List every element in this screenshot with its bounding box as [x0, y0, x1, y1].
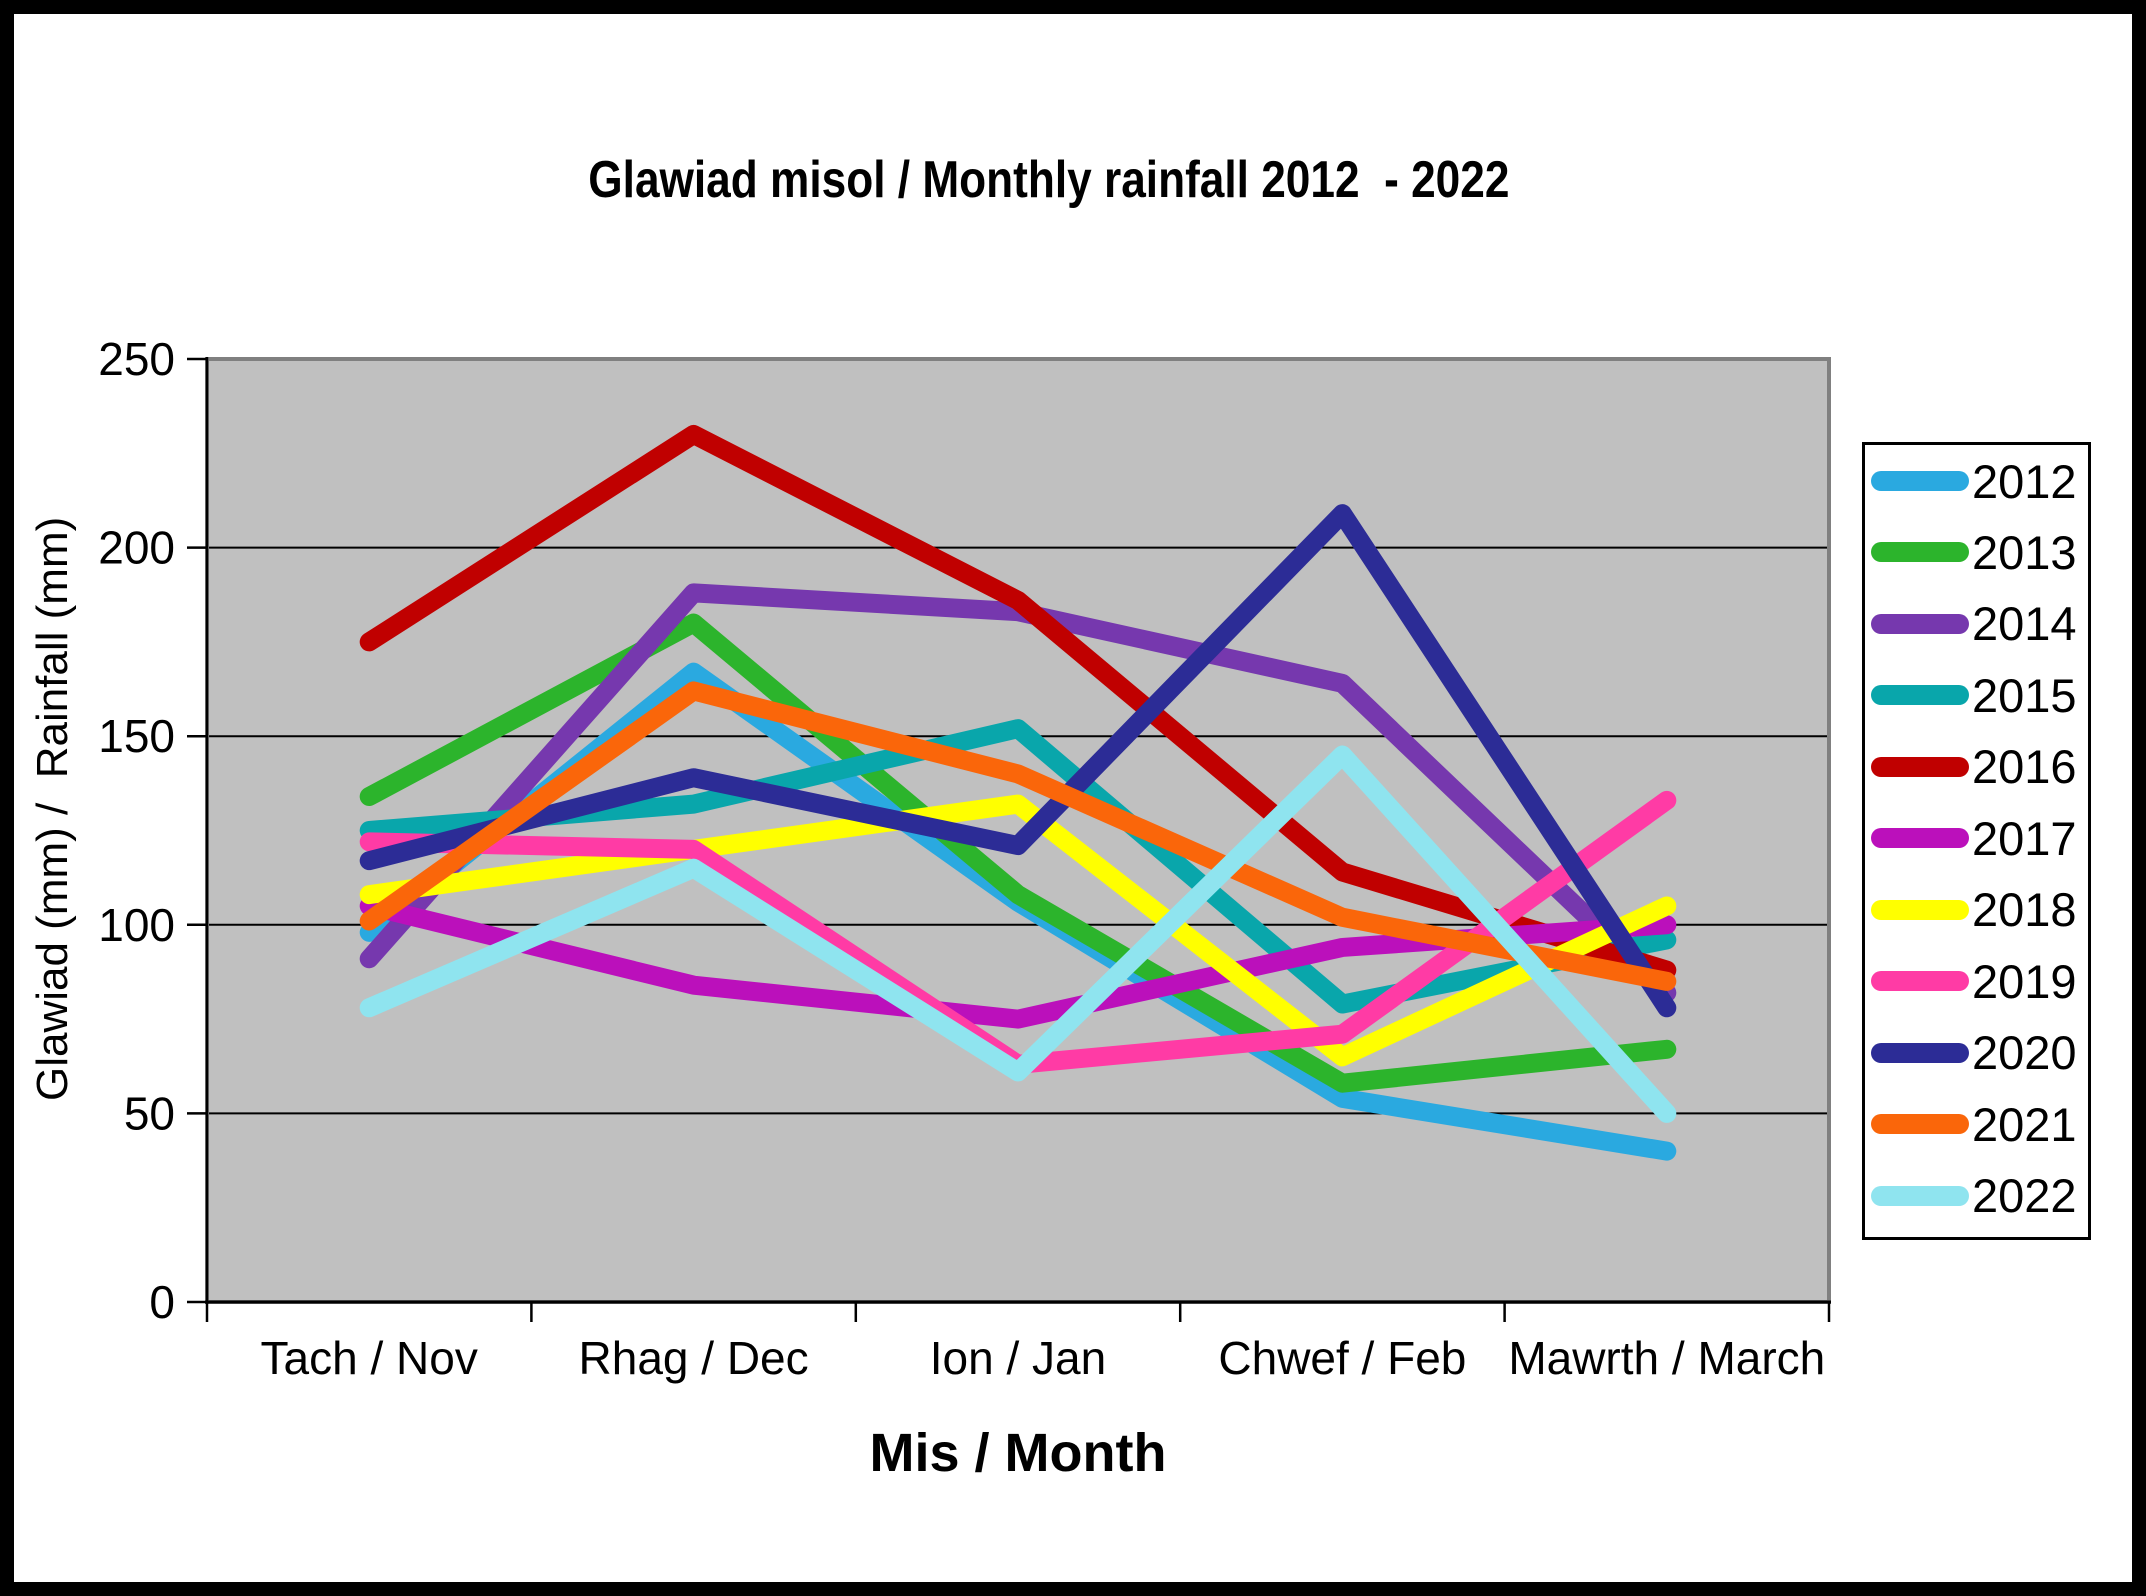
legend-swatch-2018: [1871, 899, 1969, 920]
y-axis-title: Glawiad (mm) / Rainfall (mm): [28, 516, 77, 1102]
y-tick-label-150: 150: [98, 710, 175, 762]
legend-item-2012: 2012: [1871, 449, 2077, 513]
legend-label-2018: 2018: [1972, 883, 2077, 937]
legend-item-2018: 2018: [1871, 878, 2077, 942]
x-axis-title: Mis / Month: [869, 1423, 1167, 1483]
legend-swatch-2013: [1871, 542, 1969, 563]
y-tick-label-250: 250: [98, 333, 175, 385]
legend-item-2017: 2017: [1871, 806, 2077, 870]
legend-item-2019: 2019: [1871, 949, 2077, 1013]
chart-title: Glawiad misol / Monthly rainfall 2012 - …: [588, 151, 1510, 209]
legend-swatch-2017: [1871, 828, 1969, 849]
x-tick-label-0: Tach / Nov: [261, 1332, 478, 1384]
rainfall-line-chart: 0 50 100 150 200 250 Tach / Nov Rhag / Dec Ion /…: [98, 333, 1831, 1384]
legend-swatch-2019: [1871, 971, 1969, 992]
legend-label-2013: 2013: [1972, 525, 2077, 579]
legend-item-2015: 2015: [1871, 663, 2077, 727]
legend-swatch-2012: [1871, 471, 1969, 491]
legend-item-2021: 2021: [1871, 1092, 2077, 1156]
legend-swatch-2021: [1871, 1114, 1969, 1135]
legend-item-2014: 2014: [1871, 592, 2077, 656]
y-tick-label-200: 200: [98, 522, 175, 574]
legend-label-2019: 2019: [1972, 954, 2077, 1008]
legend-swatch-2014: [1871, 613, 1969, 634]
y-tick-label-50: 50: [124, 1087, 175, 1139]
legend-label-2020: 2020: [1972, 1026, 2077, 1080]
legend-swatch-2016: [1871, 756, 1969, 777]
x-tick-label-2: Ion / Jan: [930, 1332, 1106, 1384]
legend-item-2022: 2022: [1871, 1164, 2077, 1228]
legend-label-2022: 2022: [1972, 1169, 2077, 1223]
series-line-2021: [359, 681, 1677, 991]
y-tick-label-0: 0: [149, 1276, 175, 1328]
series-line-2020: [359, 504, 1677, 1018]
legend-item-2020: 2020: [1871, 1021, 2077, 1085]
y-tick-label-100: 100: [98, 899, 175, 951]
legend-swatch-2020: [1871, 1042, 1969, 1063]
legend-item-2016: 2016: [1871, 735, 2077, 799]
legend-label-2021: 2021: [1972, 1097, 2077, 1151]
legend-label-2016: 2016: [1972, 740, 2077, 794]
x-tick-label-3: Chwef / Feb: [1218, 1332, 1466, 1384]
x-tick-label-4: Mawrth / March: [1508, 1332, 1825, 1384]
series-line-2013: [359, 613, 1677, 1093]
legend-item-2013: 2013: [1871, 520, 2077, 584]
x-tick-label-1: Rhag / Dec: [579, 1332, 809, 1384]
legend-label-2014: 2014: [1972, 597, 2077, 651]
legend-box: 2012 2013 2014 2015 2016 2017 2018 2019 2020 2021…: [1862, 442, 2091, 1240]
series-line-2022: [359, 745, 1677, 1123]
legend-label-2015: 2015: [1972, 668, 2077, 722]
legend-swatch-2022: [1871, 1185, 1969, 1206]
series-line-2018: [359, 794, 1677, 1067]
legend-swatch-2015: [1871, 685, 1969, 706]
legend-label-2017: 2017: [1972, 811, 2077, 865]
series-line-2016: [359, 424, 1677, 980]
legend-label-2012: 2012: [1972, 454, 2077, 508]
